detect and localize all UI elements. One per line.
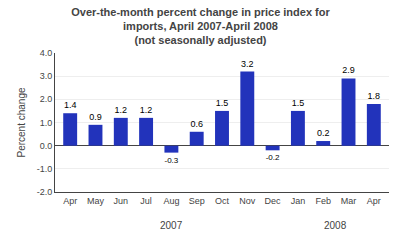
svg-text:Jan: Jan bbox=[291, 196, 306, 206]
svg-text:0.9: 0.9 bbox=[89, 112, 102, 122]
svg-text:Nov: Nov bbox=[239, 196, 256, 206]
svg-text:0.2: 0.2 bbox=[317, 128, 330, 138]
svg-text:1.4: 1.4 bbox=[64, 100, 77, 110]
svg-text:Jun: Jun bbox=[114, 196, 129, 206]
svg-text:3.2: 3.2 bbox=[241, 59, 254, 69]
svg-text:1.2: 1.2 bbox=[115, 105, 128, 115]
svg-text:Jul: Jul bbox=[140, 196, 152, 206]
svg-text:May: May bbox=[87, 196, 105, 206]
svg-text:Feb: Feb bbox=[315, 196, 331, 206]
svg-text:Oct: Oct bbox=[215, 196, 230, 206]
svg-text:1.5: 1.5 bbox=[216, 98, 229, 108]
svg-text:0.0: 0.0 bbox=[40, 141, 53, 151]
svg-text:-0.2: -0.2 bbox=[266, 153, 280, 162]
svg-text:Over-the-month percent change: Over-the-month percent change in price i… bbox=[71, 6, 330, 47]
svg-text:4.0: 4.0 bbox=[40, 48, 53, 58]
svg-text:Apr: Apr bbox=[63, 196, 77, 206]
svg-text:3.0: 3.0 bbox=[40, 71, 53, 81]
svg-text:-0.3: -0.3 bbox=[164, 156, 178, 165]
svg-text:Aug: Aug bbox=[163, 196, 179, 206]
svg-text:Percent change: Percent change bbox=[16, 87, 27, 157]
svg-text:2008: 2008 bbox=[324, 220, 347, 231]
svg-text:0.6: 0.6 bbox=[190, 119, 203, 129]
svg-text:2.0: 2.0 bbox=[40, 94, 53, 104]
svg-text:Dec: Dec bbox=[265, 196, 282, 206]
svg-text:Sep: Sep bbox=[189, 196, 205, 206]
svg-text:1.5: 1.5 bbox=[292, 98, 305, 108]
svg-text:1.2: 1.2 bbox=[140, 105, 153, 115]
svg-text:1.0: 1.0 bbox=[40, 118, 53, 128]
svg-text:2.9: 2.9 bbox=[342, 65, 355, 75]
svg-text:-2.0: -2.0 bbox=[37, 187, 53, 197]
svg-text:Mar: Mar bbox=[341, 196, 357, 206]
svg-text:Apr: Apr bbox=[367, 196, 381, 206]
svg-text:2007: 2007 bbox=[160, 220, 183, 231]
svg-text:1.8: 1.8 bbox=[368, 91, 381, 101]
svg-text:-1.0: -1.0 bbox=[37, 164, 53, 174]
